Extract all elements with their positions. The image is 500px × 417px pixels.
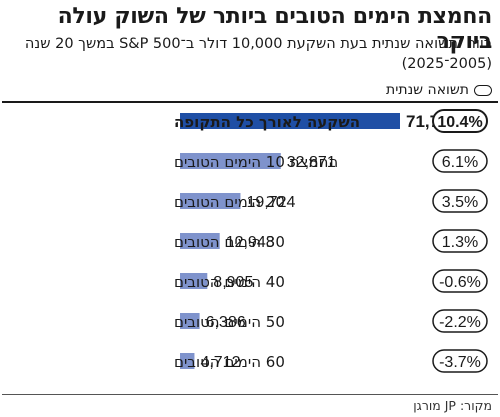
bar	[180, 153, 281, 169]
annual-return-label: 6.1%	[442, 154, 478, 171]
bar	[180, 193, 241, 209]
subtitle-line-2: (2005־2025)	[401, 56, 492, 72]
legend: תשואה שנתית	[386, 82, 492, 98]
annual-return-badge	[432, 269, 488, 293]
category-label: החמצת 10 הימים הטובים	[174, 153, 338, 171]
bar	[180, 313, 200, 329]
annual-return-badge	[432, 229, 488, 253]
category-label: 40 הימים הטובים	[174, 273, 285, 291]
chart-title: החמצת הימים הטובים ביותר של השוק עולה בי…	[57, 4, 493, 54]
bar-value-label: 12,948	[226, 234, 275, 251]
category-label: 30 הימים הטובים	[174, 233, 285, 251]
annual-return-badge	[432, 109, 488, 133]
category-label: 20 הימים הטובים	[174, 193, 285, 211]
annual-return-label: 10.4%	[437, 114, 482, 131]
annual-return-badge	[432, 189, 488, 213]
bar	[180, 113, 400, 129]
category-label: 50 הימים הטובים	[174, 313, 285, 331]
annual-return-badge	[432, 349, 488, 373]
category-label: 60 הימים הטובים	[174, 353, 285, 371]
annual-return-label: 1.3%	[442, 234, 478, 251]
bar	[180, 353, 195, 369]
source-note: מקור: JP מורגן	[413, 398, 492, 413]
chart-subtitle: רווח ותשואה שנתית בעת השקעת 10,000 דולר …	[8, 34, 492, 74]
annual-return-label: -0.6%	[439, 274, 481, 291]
subtitle-line-1: רווח ותשואה שנתית בעת השקעת 10,000 דולר …	[24, 36, 492, 52]
category-label: השקעה לאורך כל התקופה	[174, 113, 360, 131]
bar-value-label: 32,871	[287, 154, 336, 171]
annual-return-badge	[432, 149, 488, 173]
footer-divider	[2, 394, 498, 395]
annual-return-badge	[432, 309, 488, 333]
annual-return-label: -3.7%	[439, 354, 481, 371]
legend-label: תשואה שנתית	[386, 82, 469, 98]
annual-return-label: 3.5%	[442, 194, 478, 211]
legend-pill-icon	[474, 84, 492, 96]
bar-value-label: 8,905	[213, 274, 253, 291]
bar-value-label: 19,724	[246, 194, 295, 211]
bar	[180, 273, 208, 289]
bar	[180, 233, 220, 249]
annual-return-label: -2.2%	[439, 314, 481, 331]
bar-value-label: 6,386	[206, 314, 246, 331]
header-divider	[2, 101, 498, 103]
bar-value-label: 4,712	[200, 354, 240, 371]
